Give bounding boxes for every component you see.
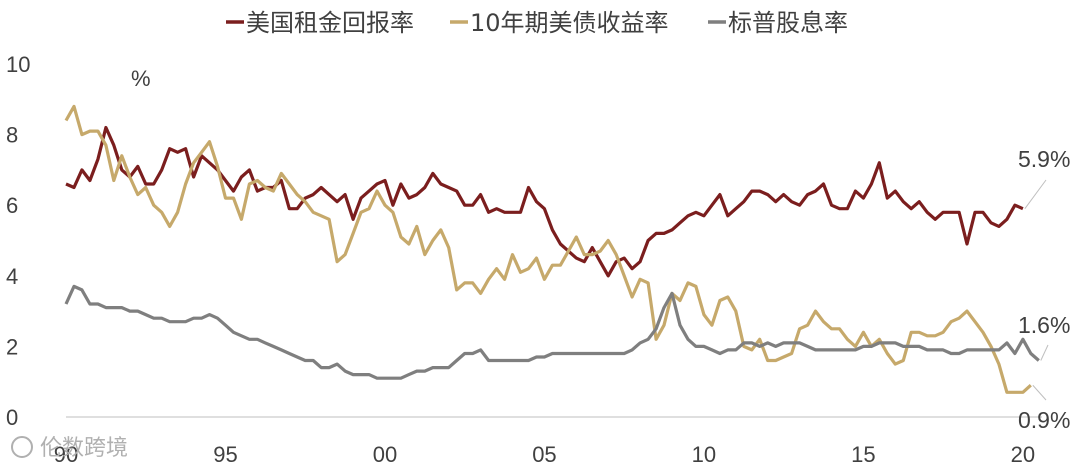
end-labels: 5.9% 0.9% 1.6% <box>1018 146 1070 433</box>
end-label-1: 0.9% <box>1018 407 1070 433</box>
watermark-text: 伦数跨境 <box>40 436 128 461</box>
x-tick-label: 95 <box>213 442 237 467</box>
legend-label-1: 10年期美债收益率 <box>470 9 669 37</box>
series-line-1 <box>64 104 1032 394</box>
y-tick-label: 4 <box>6 264 18 289</box>
watermark-logo-icon <box>11 436 33 458</box>
x-tick-label: 10 <box>692 442 716 467</box>
x-tick-label: 15 <box>851 442 875 467</box>
x-tick-label: 20 <box>1011 442 1035 467</box>
end-label-0: 5.9% <box>1018 146 1070 172</box>
series-layer <box>64 104 1040 394</box>
end-label-leader <box>1024 179 1047 210</box>
y-tick-label: 2 <box>6 334 18 359</box>
y-tick-label: 8 <box>6 123 18 148</box>
end-label-leader <box>1032 384 1047 401</box>
legend-label-0: 美国租金回报率 <box>246 9 414 37</box>
chart-legend: 美国租金回报率 10年期美债收益率 标普股息率 <box>226 9 848 37</box>
series-line-2 <box>64 284 1040 380</box>
x-tick-label: 05 <box>532 442 556 467</box>
watermark: 伦数跨境 <box>11 436 128 461</box>
y-axis-ticks: 0 2 4 6 8 10 <box>6 52 30 430</box>
series-line-0 <box>65 125 1024 278</box>
y-tick-label: 6 <box>6 193 18 218</box>
x-tick-label: 00 <box>373 442 397 467</box>
y-tick-label: 10 <box>6 52 30 77</box>
x-tick-label: 90 <box>54 442 78 467</box>
legend-label-2: 标普股息率 <box>728 9 848 37</box>
end-label-leader <box>1040 344 1049 361</box>
y-axis-unit-label: % <box>131 66 151 91</box>
x-axis-ticks: 90 95 00 05 10 15 20 <box>54 442 1035 467</box>
end-label-2: 1.6% <box>1018 312 1070 338</box>
y-tick-label: 0 <box>6 405 18 430</box>
